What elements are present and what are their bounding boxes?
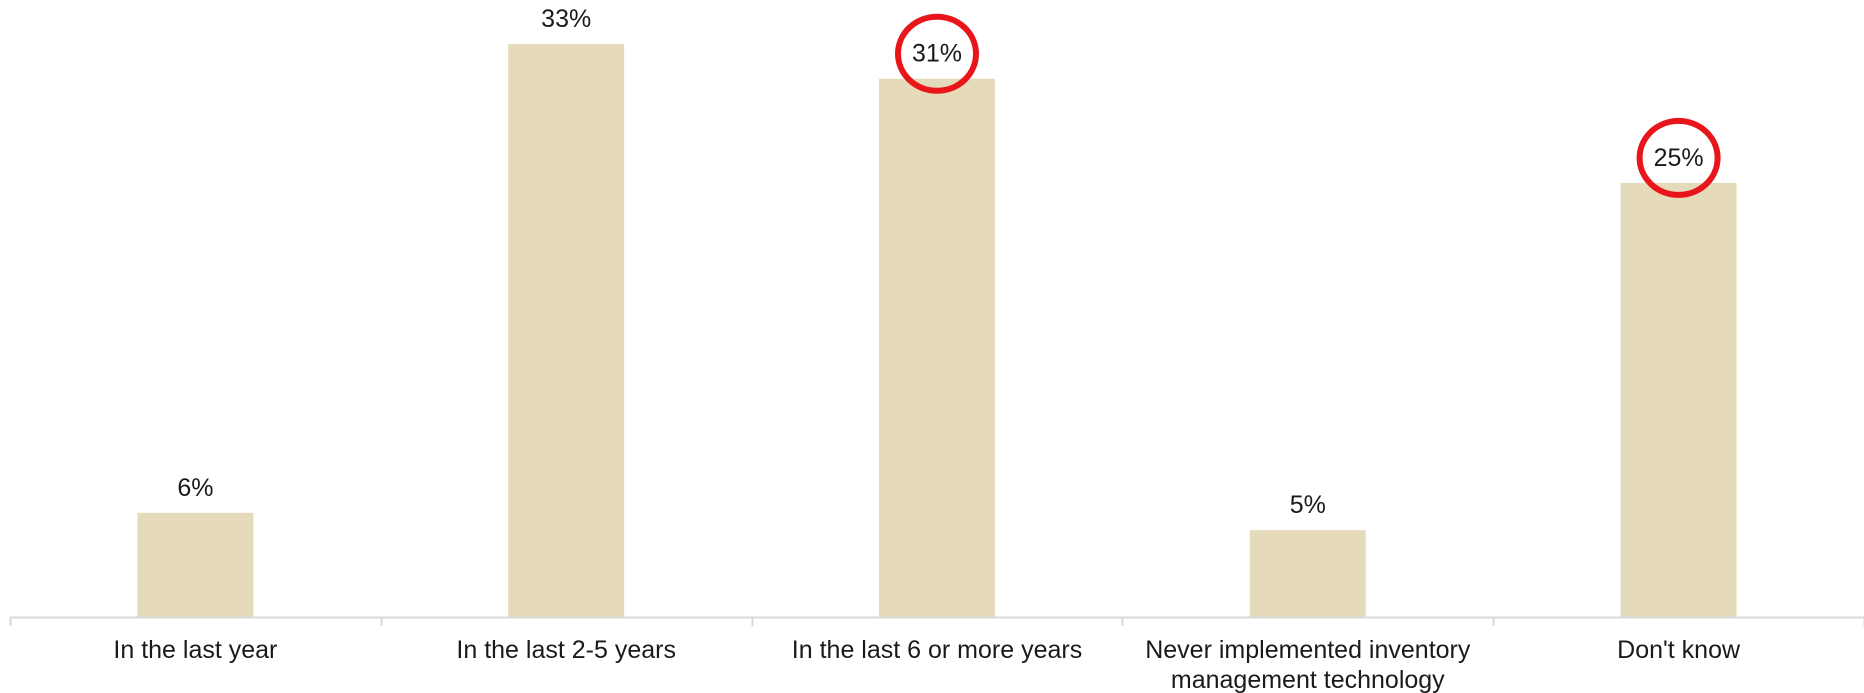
value-label: 6%: [177, 474, 213, 502]
value-label: 31%: [912, 40, 962, 68]
highlight-circles-group: [895, 13, 1721, 198]
value-label: 25%: [1654, 144, 1704, 172]
value-label: 33%: [541, 5, 591, 33]
bar: [508, 44, 625, 617]
category-label-line: In the last 6 or more years: [792, 636, 1082, 664]
category-label: Don't know: [1617, 636, 1741, 664]
category-label-line: In the last 2-5 years: [456, 636, 676, 664]
category-label-line: In the last year: [113, 636, 277, 664]
bar: [1249, 530, 1366, 617]
category-label-line: Never implemented inventory: [1145, 636, 1471, 664]
category-label-line: Don't know: [1617, 636, 1741, 664]
value-label: 5%: [1290, 491, 1326, 519]
category-labels-group: In the last year In the last 2-5 years In …: [113, 636, 1741, 693]
value-labels-group: 6% 33% 31% 5% 25%: [177, 5, 1703, 519]
bars-group: [137, 44, 1737, 617]
bar: [137, 512, 254, 617]
x-axis-ticks: [9, 617, 1864, 626]
highlight-circle: [1636, 117, 1721, 198]
category-label: In the last year: [113, 636, 277, 664]
category-label-line: management technology: [1171, 666, 1445, 693]
category-label: Never implemented inventory management te…: [1145, 636, 1471, 693]
highlight-circle: [895, 13, 979, 94]
bar: [879, 78, 995, 617]
bar: [1620, 182, 1737, 617]
category-label: In the last 2-5 years: [456, 636, 676, 664]
category-label: In the last 6 or more years: [792, 636, 1082, 664]
